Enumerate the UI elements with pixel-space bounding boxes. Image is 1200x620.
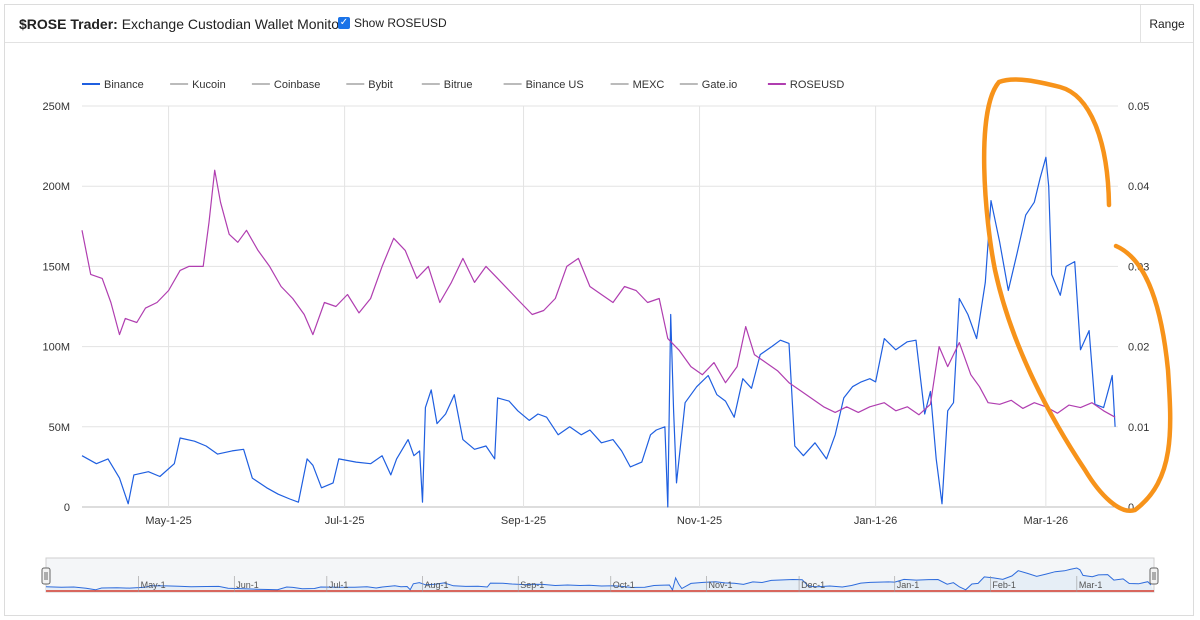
- y-tick-label-left: 200M: [42, 181, 70, 193]
- x-tick-label: Nov-1-25: [677, 515, 722, 527]
- navigator-label: Aug-1: [425, 580, 449, 590]
- show-roseusd-toggle[interactable]: ✓ Show ROSEUSD: [338, 16, 447, 30]
- x-axis: May-1-25 Jul-1-25 Sep-1-25 Nov-1-25 Jan-1-26…: [145, 515, 1068, 527]
- app-title-rest: Exchange Custodian Wallet Monitor: [117, 16, 344, 32]
- x-tick-label: May-1-25: [145, 515, 191, 527]
- range-navigator[interactable]: May-1 Jun-1 Jul-1 Aug-1 Sep-1 Oct-1 Nov-1 Dec-1…: [41, 557, 1159, 593]
- app-title: $ROSE Trader: Exchange Custodian Wallet …: [19, 16, 344, 32]
- legend-label: Kucoin: [192, 79, 226, 91]
- y-tick-label-right: 0.02: [1128, 342, 1149, 354]
- navigator-label: Oct-1: [613, 580, 635, 590]
- annotation-circle-stroke: [981, 77, 1173, 513]
- navigator-label: Sep-1: [520, 580, 544, 590]
- y-tick-label-left: 0: [64, 502, 70, 514]
- x-tick-label: Jan-1-26: [854, 515, 897, 527]
- x-tick-label: Jul-1-25: [325, 515, 365, 527]
- navigator-label: Nov-1: [708, 580, 732, 590]
- navigator-line: [45, 567, 1152, 592]
- navigator-label: Jun-1: [236, 580, 259, 590]
- navigator-label: Feb-1: [992, 580, 1016, 590]
- navigator-handle-left[interactable]: [41, 567, 51, 585]
- show-roseusd-label: Show ROSEUSD: [354, 16, 447, 30]
- series-line-binance: [81, 156, 1116, 508]
- y-tick-label-left: 100M: [42, 342, 70, 354]
- navigator-label: Jul-1: [329, 580, 349, 590]
- series-line-roseusd: [81, 169, 1116, 418]
- chart-legend: Binance Kucoin Coinbase Bybit Bitrue Binance …: [82, 79, 844, 91]
- legend-label: Binance US: [526, 79, 584, 91]
- checkbox-checked-icon[interactable]: ✓: [338, 17, 350, 29]
- y-tick-label-right: 0.04: [1128, 181, 1149, 193]
- legend-label: Gate.io: [702, 79, 737, 91]
- legend-label: Bybit: [368, 79, 392, 91]
- navigator-handle-right[interactable]: [1149, 567, 1159, 585]
- range-button-label: Range: [1149, 16, 1185, 31]
- y-axis-right: 00.010.020.030.040.05: [1128, 101, 1149, 514]
- app-title-bold: $ROSE Trader:: [19, 16, 118, 32]
- range-button[interactable]: Range: [1140, 5, 1193, 42]
- y-tick-label-right: 0: [1128, 502, 1134, 514]
- plot-area: [81, 156, 1116, 508]
- legend-label: Coinbase: [274, 79, 320, 91]
- legend-label: ROSEUSD: [790, 79, 844, 91]
- hand-drawn-annotation: [981, 77, 1173, 513]
- legend-label: Bitrue: [444, 79, 473, 91]
- navigator-label: Jan-1: [897, 580, 920, 590]
- legend-label: MEXC: [633, 79, 665, 91]
- y-tick-label-right: 0.01: [1128, 422, 1149, 434]
- navigator-label: Dec-1: [801, 580, 825, 590]
- x-tick-label: Mar-1-26: [1024, 515, 1069, 527]
- legend-label: Binance: [104, 79, 144, 91]
- navigator-label: Mar-1: [1079, 580, 1103, 590]
- app-frame: $ROSE Trader: Exchange Custodian Wallet …: [4, 4, 1194, 616]
- navigator-label: May-1: [141, 580, 166, 590]
- y-tick-label-left: 250M: [42, 101, 70, 113]
- x-tick-label: Sep-1-25: [501, 515, 546, 527]
- y-axis-left: 0 50M 100M 150M 200M 250M: [42, 101, 70, 514]
- navigator-area: [46, 568, 1154, 592]
- y-tick-label-right: 0.05: [1128, 101, 1149, 113]
- app-header: $ROSE Trader: Exchange Custodian Wallet …: [5, 5, 1193, 43]
- y-tick-label-left: 50M: [49, 422, 70, 434]
- chart-grid: [82, 105, 1118, 508]
- y-tick-label-left: 150M: [42, 261, 70, 273]
